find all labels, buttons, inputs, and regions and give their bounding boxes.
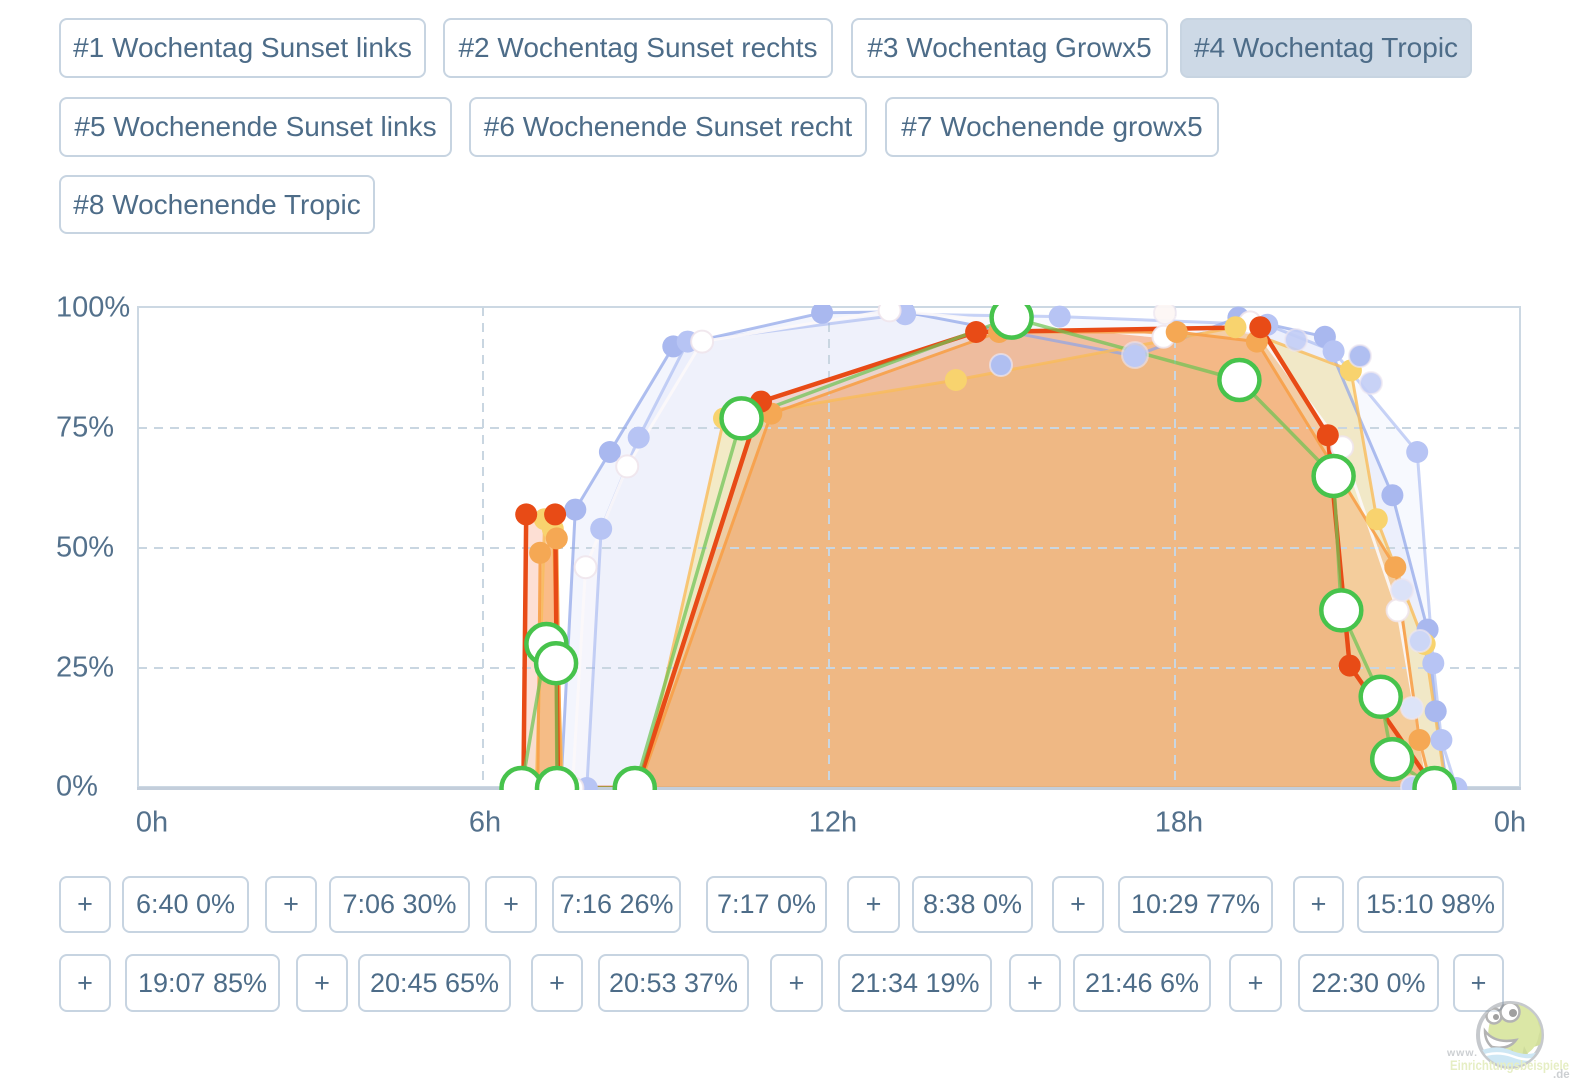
svg-text:www.: www. — [1446, 1047, 1478, 1059]
svg-text:Einrichtungsbeispiele: Einrichtungsbeispiele — [1450, 1057, 1569, 1073]
svg-text:.de: .de — [1553, 1069, 1570, 1080]
